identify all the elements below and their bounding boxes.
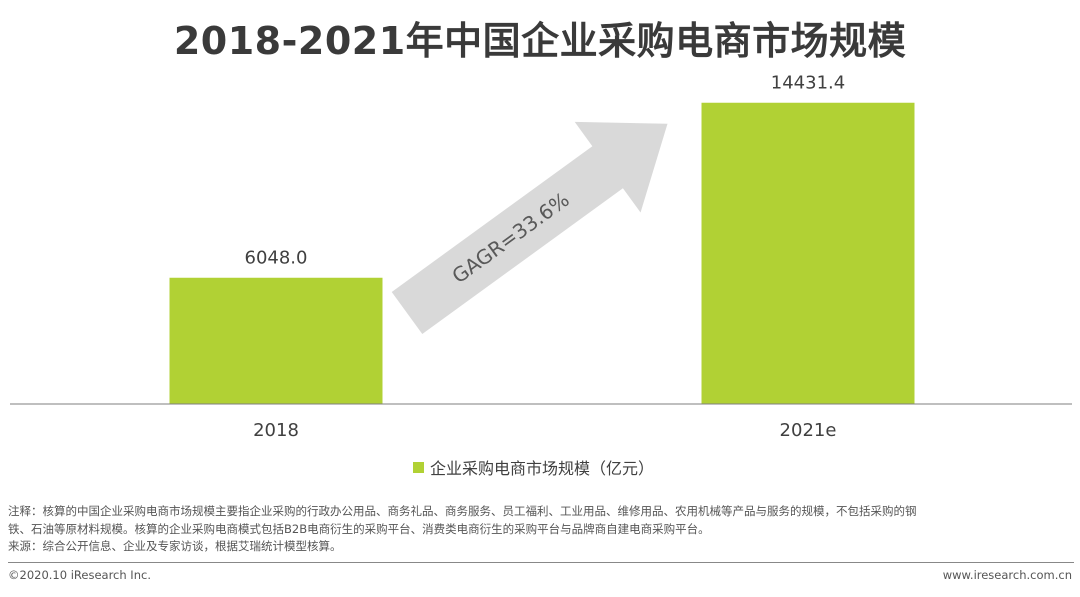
value-label-2018: 6048.0 — [245, 248, 308, 269]
chart-legend: 企业采购电商市场规模（亿元） — [413, 455, 654, 479]
legend-swatch — [413, 461, 424, 473]
growth-arrow-shape — [391, 121, 668, 335]
growth-arrow: GAGR=33.6% — [391, 121, 668, 335]
footer-divider — [8, 562, 1074, 563]
chart-title: 2018-2021年中国企业采购电商市场规模 — [173, 19, 907, 63]
note-line-2: 铁、石油等原材料规模。核算的企业采购电商模式包括B2B电商衍生的采购平台、消费类… — [8, 521, 710, 536]
category-label-2018: 2018 — [253, 420, 299, 441]
bar-chart: GAGR=33.6% 6048.0 2018 14431.4 2021e — [10, 73, 1072, 441]
legend-label: 企业采购电商市场规模（亿元） — [430, 459, 655, 478]
chart-notes: 注释：核算的中国企业采购电商市场规模主要指企业采购的行政办公用品、商务礼品、商务… — [8, 503, 1074, 556]
note-line-1: 注释：核算的中国企业采购电商市场规模主要指企业采购的行政办公用品、商务礼品、商务… — [8, 504, 917, 518]
bar-2021e — [701, 102, 915, 405]
copyright-text: ©2020.10 iResearch Inc. — [8, 568, 151, 582]
website-link[interactable]: www.iresearch.com.cn — [942, 568, 1072, 582]
category-label-2021e: 2021e — [780, 420, 837, 441]
bar-2018 — [169, 277, 383, 404]
value-label-2021e: 14431.4 — [771, 73, 845, 94]
source-line: 来源：综合公开信息、企业及专家访谈，根据艾瑞统计模型核算。 — [8, 539, 342, 553]
